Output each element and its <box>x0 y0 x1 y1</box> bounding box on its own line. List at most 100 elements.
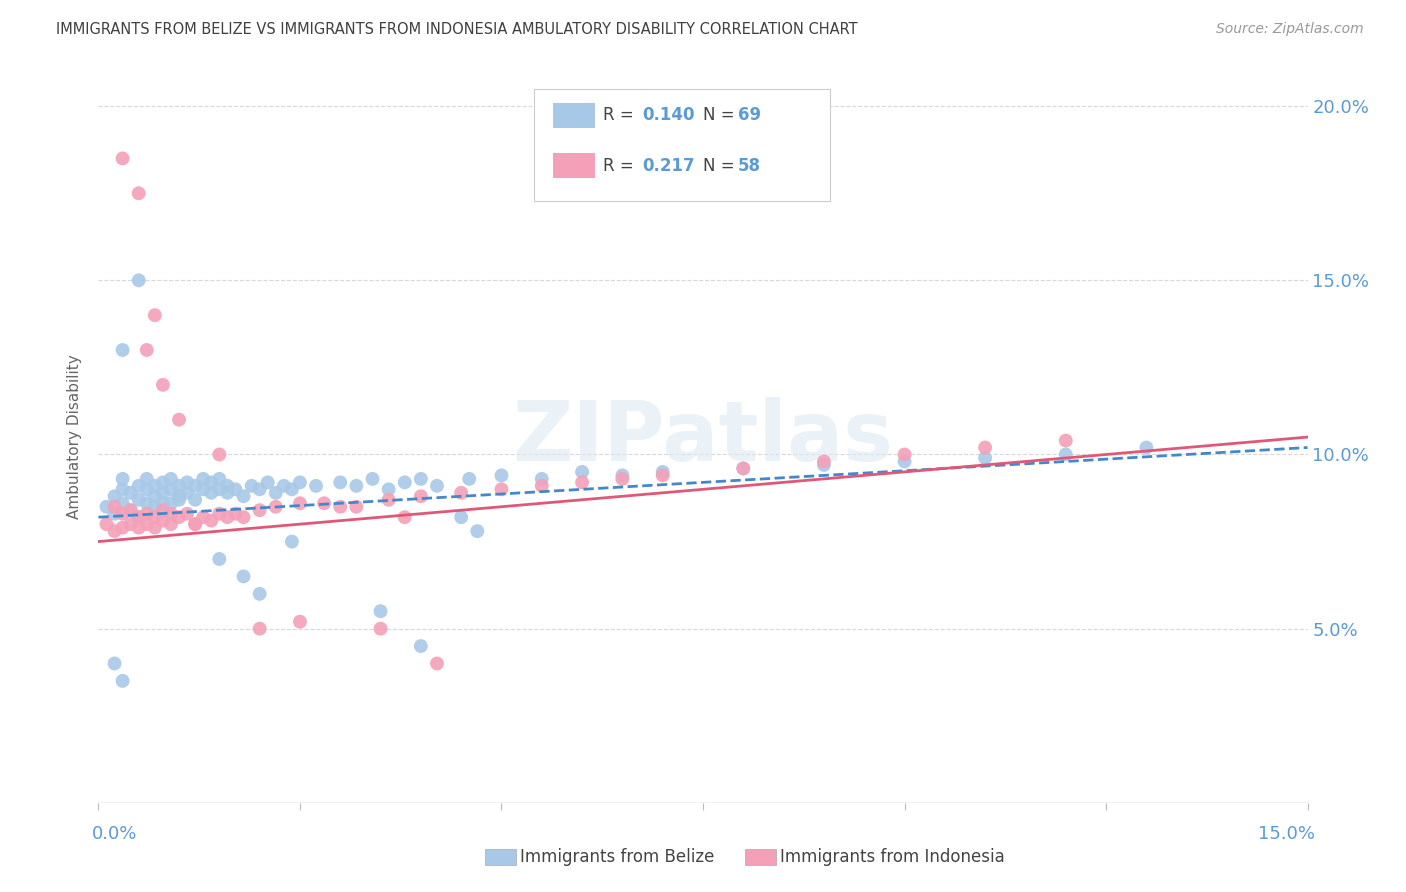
Point <box>571 475 593 490</box>
Point <box>208 507 231 521</box>
Point <box>200 485 222 500</box>
Text: 0.140: 0.140 <box>643 106 695 124</box>
Point <box>208 448 231 462</box>
Point <box>232 569 254 583</box>
Point <box>128 510 150 524</box>
Point <box>1135 441 1157 455</box>
Point <box>249 587 271 601</box>
Point <box>394 475 416 490</box>
Point <box>167 412 190 426</box>
Point <box>128 510 150 524</box>
Point <box>143 479 166 493</box>
Point <box>120 485 142 500</box>
Point <box>111 496 134 510</box>
Point <box>208 472 231 486</box>
Point <box>128 492 150 507</box>
Point <box>160 517 183 532</box>
Point <box>184 479 207 493</box>
Point <box>111 472 134 486</box>
Point <box>813 458 835 472</box>
Point <box>128 273 150 287</box>
Point <box>733 461 755 475</box>
Point <box>111 343 134 357</box>
Point <box>120 503 142 517</box>
Point <box>249 503 271 517</box>
Point <box>193 510 215 524</box>
Point <box>120 503 142 517</box>
Point <box>176 485 198 500</box>
Point <box>143 510 166 524</box>
Point <box>184 492 207 507</box>
Point <box>288 496 311 510</box>
Point <box>103 500 125 514</box>
Point <box>264 500 287 514</box>
Point <box>232 510 254 524</box>
Point <box>135 483 157 497</box>
Text: N =: N = <box>703 106 740 124</box>
Point <box>370 622 392 636</box>
Point <box>176 507 198 521</box>
Point <box>893 448 915 462</box>
Point <box>651 468 673 483</box>
Point <box>135 472 157 486</box>
Point <box>217 510 239 524</box>
Text: N =: N = <box>703 157 740 175</box>
Point <box>200 514 222 528</box>
Point <box>370 604 392 618</box>
Point <box>288 475 311 490</box>
Point <box>394 510 416 524</box>
Point <box>281 534 304 549</box>
Point <box>143 308 166 322</box>
Point <box>344 500 367 514</box>
Point <box>409 472 432 486</box>
Point <box>160 483 183 497</box>
Point <box>224 483 246 497</box>
Point <box>426 479 449 493</box>
Point <box>491 483 513 497</box>
Text: Immigrants from Indonesia: Immigrants from Indonesia <box>780 848 1005 866</box>
Point <box>249 622 271 636</box>
Point <box>571 465 593 479</box>
Point <box>305 479 328 493</box>
Point <box>160 496 183 510</box>
Text: ZIPatlas: ZIPatlas <box>513 397 893 477</box>
Text: IMMIGRANTS FROM BELIZE VS IMMIGRANTS FROM INDONESIA AMBULATORY DISABILITY CORREL: IMMIGRANTS FROM BELIZE VS IMMIGRANTS FRO… <box>56 22 858 37</box>
Point <box>450 485 472 500</box>
Point <box>96 517 118 532</box>
Point <box>152 475 174 490</box>
Point <box>217 485 239 500</box>
Point <box>193 483 215 497</box>
Point <box>409 639 432 653</box>
Point <box>224 507 246 521</box>
Point <box>491 468 513 483</box>
Point <box>143 521 166 535</box>
Point <box>184 517 207 532</box>
Point <box>361 472 384 486</box>
Point <box>426 657 449 671</box>
Text: 15.0%: 15.0% <box>1257 825 1315 843</box>
Text: R =: R = <box>603 106 640 124</box>
Point <box>200 475 222 490</box>
Point <box>184 517 207 532</box>
Point <box>377 483 399 497</box>
Point <box>893 454 915 468</box>
Point <box>314 496 336 510</box>
Point <box>612 468 634 483</box>
Point <box>193 472 215 486</box>
Point <box>103 507 125 521</box>
Point <box>273 479 295 493</box>
Point <box>143 489 166 503</box>
Point <box>232 489 254 503</box>
Point <box>329 475 352 490</box>
Point <box>120 517 142 532</box>
Point <box>208 552 231 566</box>
Point <box>288 615 311 629</box>
Point <box>813 454 835 468</box>
Point <box>135 517 157 532</box>
Point <box>111 483 134 497</box>
Point <box>612 472 634 486</box>
Point <box>167 489 190 503</box>
Point <box>974 450 997 465</box>
Point <box>103 524 125 538</box>
Point <box>135 496 157 510</box>
